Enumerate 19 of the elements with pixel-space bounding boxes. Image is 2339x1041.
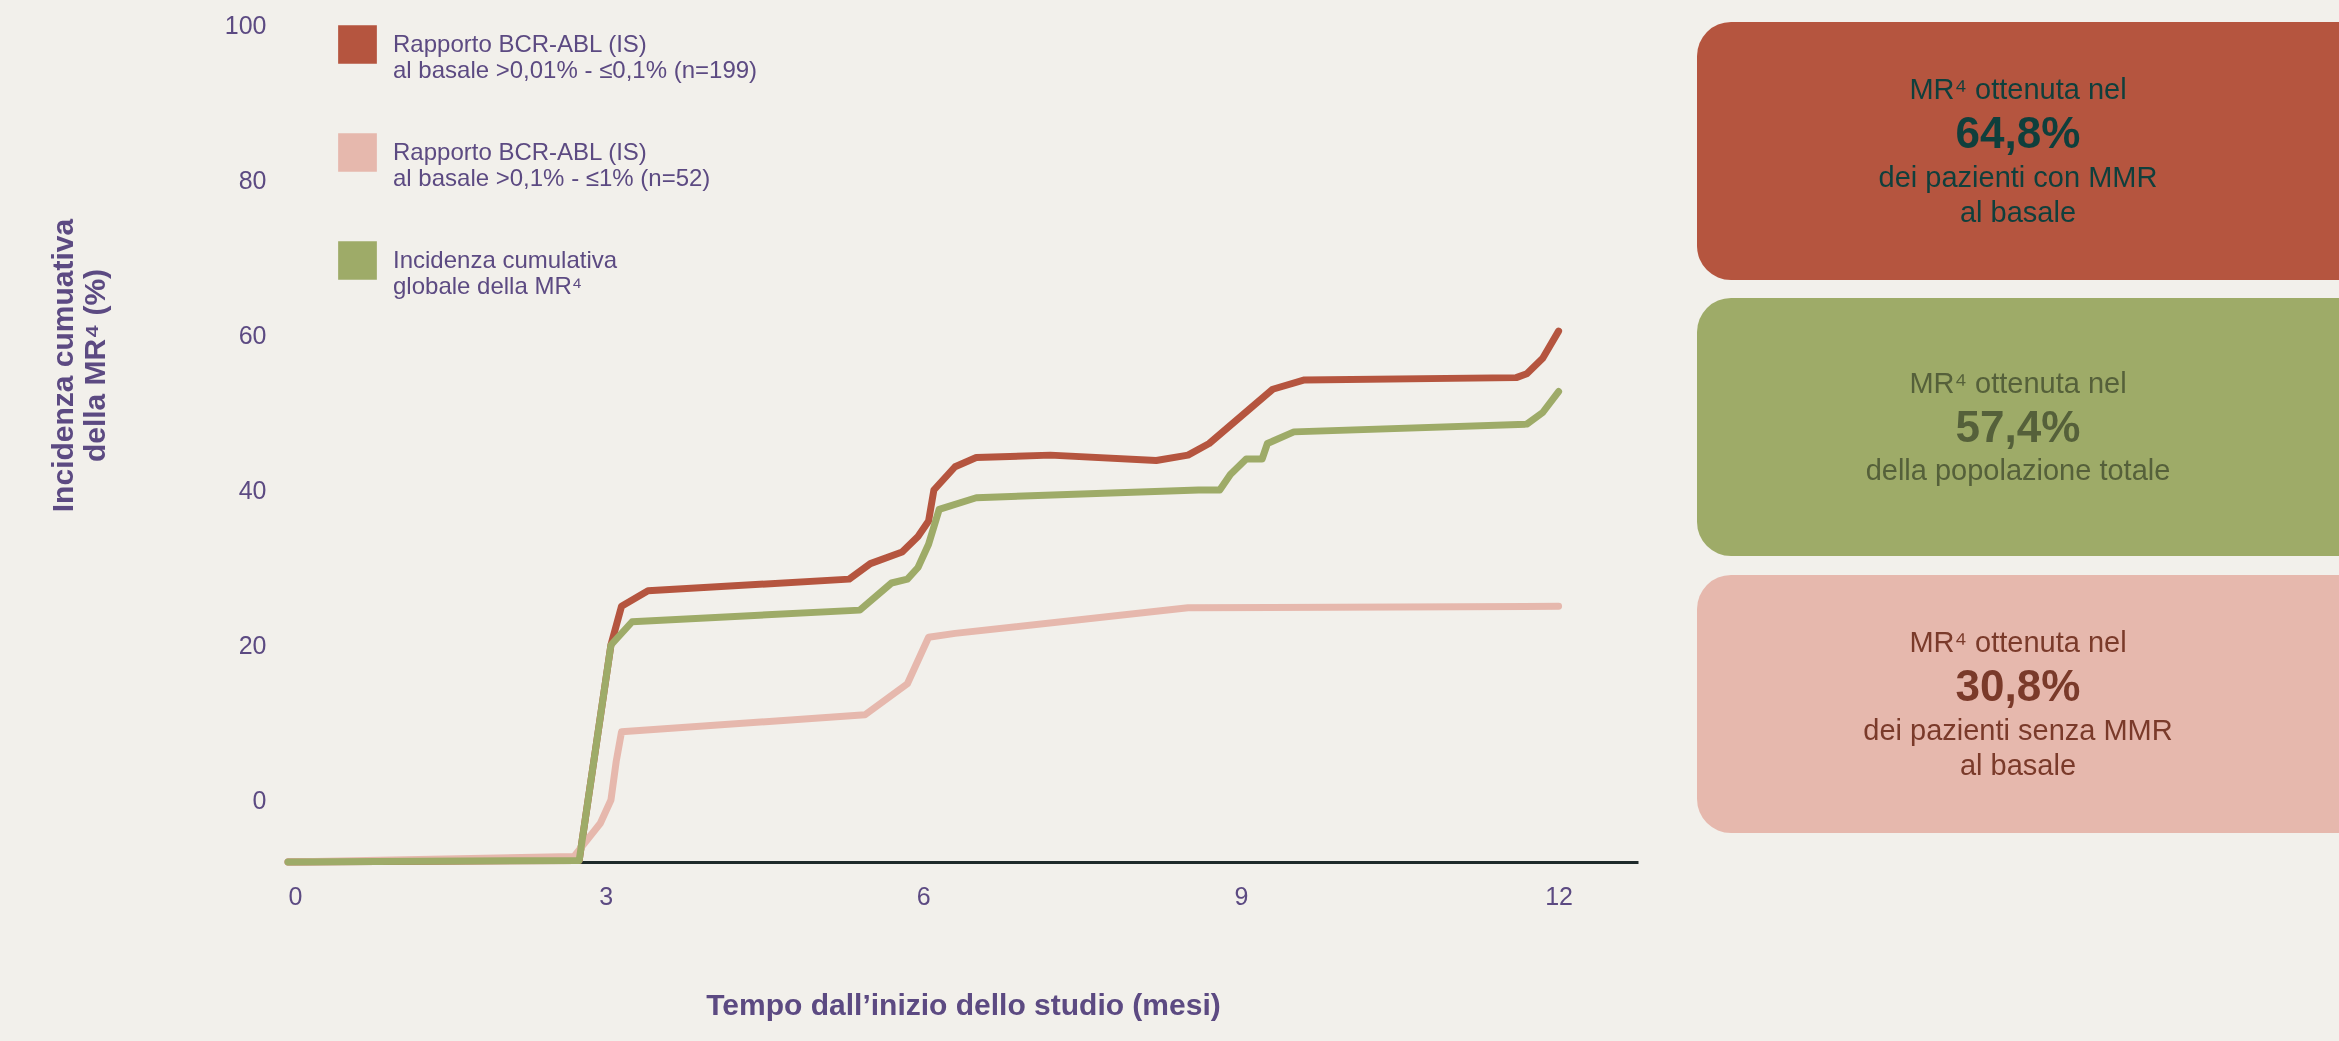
y-tick-label: 60	[238, 320, 267, 349]
x-tick-label: 0	[288, 881, 303, 910]
summary-card: MR⁴ ottenuta nel 30,8% dei pazienti senza MMR al basale	[1697, 575, 2339, 833]
legend-label: Rapporto BCR-ABL (IS) al basale >0,1% - ≤1% (n=52)	[393, 137, 711, 191]
summary-card: MR⁴ ottenuta nel 64,8% dei pazienti con MMR al basale	[1697, 22, 2339, 280]
summary-card: MR⁴ ottenuta nel 57,4% della popolazione totale	[1697, 298, 2339, 556]
x-tick-label: 6	[916, 881, 931, 910]
y-tick-label: 20	[238, 630, 267, 659]
y-tick-label: 0	[252, 785, 267, 814]
x-axis-title: Tempo dall’inizio dello studio (mesi)	[706, 987, 1221, 1021]
x-tick-label: 9	[1234, 881, 1249, 910]
x-tick-label: 12	[1545, 881, 1573, 910]
y-axis-title: Incidenza cumuativa della MR⁴ (%)	[45, 218, 111, 513]
legend-label: Rapporto BCR-ABL (IS) al basale >0,01% - ≤0,1% (n=199)	[393, 29, 758, 83]
y-tick-label: 100	[224, 10, 267, 39]
x-tick-label: 3	[599, 881, 614, 910]
y-tick-label: 40	[238, 475, 267, 504]
legend-label: Incidenza cumulativa globale della MR⁴	[393, 245, 618, 299]
y-tick-label: 80	[238, 165, 267, 194]
